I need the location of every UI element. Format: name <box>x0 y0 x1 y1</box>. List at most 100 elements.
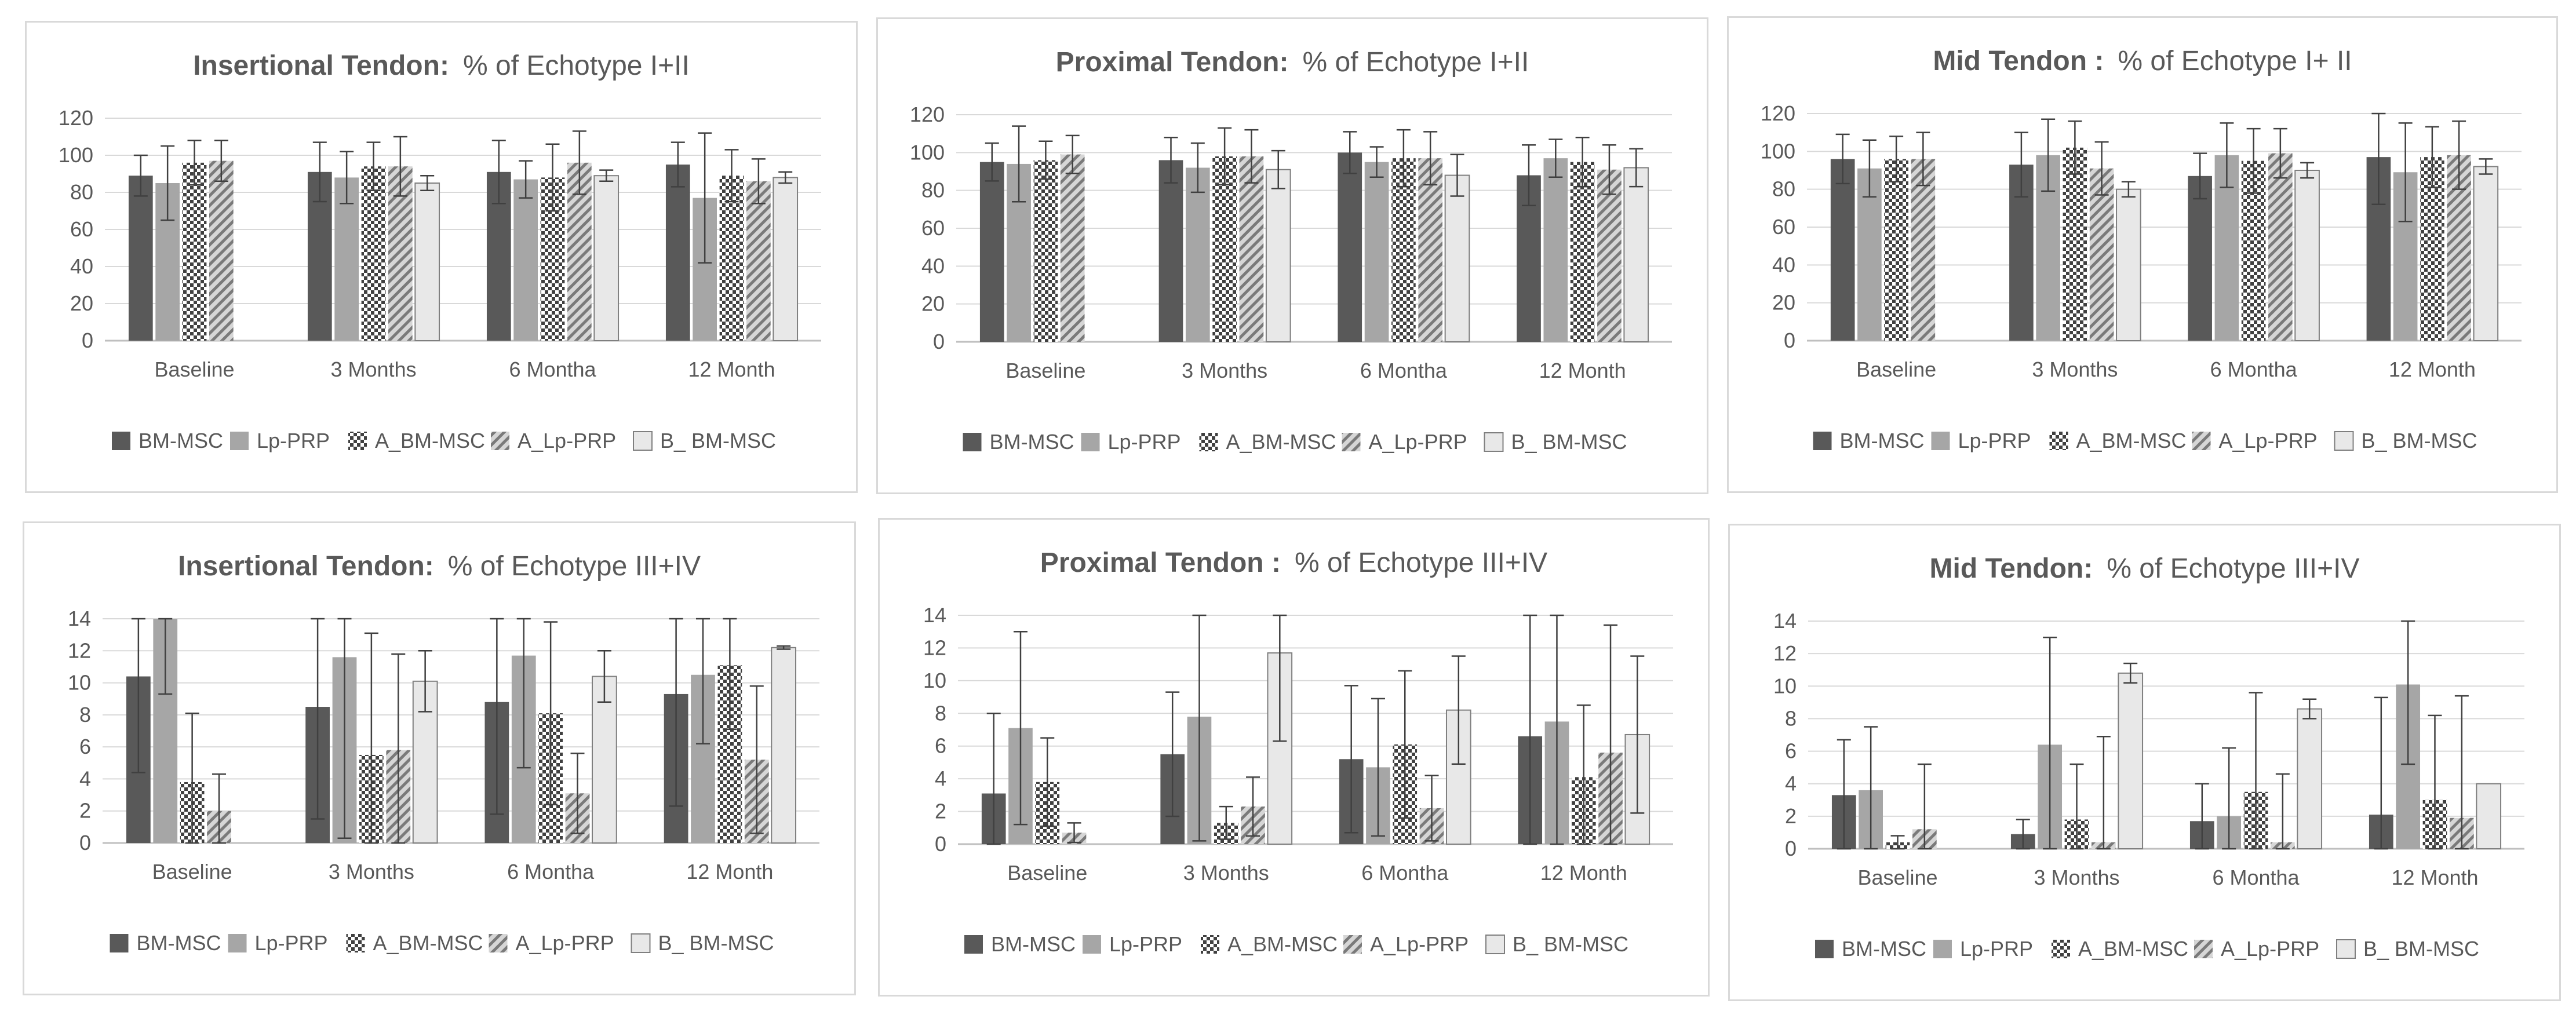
error-bar <box>2041 118 2056 192</box>
legend-swatch <box>2336 939 2356 959</box>
x-tick-label: 3 Months <box>1183 861 1269 885</box>
y-tick-label: 20 <box>70 291 93 315</box>
error-bar <box>420 174 435 192</box>
y-tick-label: 20 <box>921 292 945 316</box>
error-bar <box>671 141 685 188</box>
y-tick-label: 4 <box>79 767 91 790</box>
legend-swatch <box>489 934 508 952</box>
legend-item-a-bm-msc: A_BM-MSC <box>346 931 483 955</box>
legend-label: A_BM-MSC <box>2076 429 2187 452</box>
x-tick-label: 12 Month <box>686 860 773 884</box>
legend-item-lp-prp: Lp-PRP <box>228 931 328 955</box>
error-bar <box>1369 146 1384 178</box>
error-bar <box>1835 133 1850 185</box>
legend-label: BM-MSC <box>991 932 1076 956</box>
legend-item-bm-msc: BM-MSC <box>963 430 1074 454</box>
bar-a-lp-prp <box>1060 154 1085 342</box>
bar-bm-msc <box>1158 160 1183 342</box>
error-bar <box>545 143 560 212</box>
error-bar <box>516 618 531 769</box>
error-bar <box>1629 148 1644 188</box>
x-tick-label: 3 Months <box>1182 359 1267 382</box>
error-bar <box>1164 136 1178 184</box>
legend-label: A_BM-MSC <box>1227 932 1338 956</box>
legend-label: A_Lp-PRP <box>1370 932 1469 956</box>
error-bar <box>1602 144 1616 195</box>
y-tick-label: 100 <box>59 143 93 167</box>
error-bar <box>2249 692 2263 850</box>
error-bar <box>2371 112 2386 206</box>
bar-b-bm-msc <box>1265 169 1291 342</box>
legend-swatch <box>110 934 129 952</box>
legend-label: A_Lp-PRP <box>518 429 616 452</box>
bar-lp-prp <box>1364 162 1389 342</box>
error-bar <box>312 141 327 203</box>
y-tick-label: 100 <box>910 140 945 164</box>
y-tick-label: 60 <box>70 217 93 241</box>
legend-swatch <box>348 432 367 450</box>
bar-b-bm-msc <box>2294 170 2320 341</box>
y-tick-label: 10 <box>1773 674 1797 698</box>
legend-swatch <box>633 431 653 451</box>
bar-bm-msc <box>979 162 1004 342</box>
chart-title: Mid Tendon:% of Echotype III+IV <box>1930 553 2360 584</box>
legend-item-lp-prp: Lp-PRP <box>1083 932 1182 956</box>
y-tick-label: 10 <box>68 671 91 695</box>
x-tick-label: Baseline <box>1856 357 1936 381</box>
legend-swatch <box>1813 432 1832 450</box>
y-tick-label: 14 <box>1773 609 1797 633</box>
chart-panel-proximal-1-2: Proximal Tendon:% of Echotype I+II 0 20 40 6… <box>876 17 1708 494</box>
error-bar <box>1040 737 1055 827</box>
bar-b-bm-msc <box>593 175 620 341</box>
legend-item-lp-prp: Lp-PRP <box>1081 430 1181 454</box>
error-bar <box>2425 126 2439 188</box>
y-tick-label: 0 <box>79 831 91 855</box>
error-bar <box>133 154 148 197</box>
error-bar <box>2398 122 2413 222</box>
y-tick-label: 0 <box>935 832 946 856</box>
legend-item-a-bm-msc: A_BM-MSC <box>348 429 485 452</box>
legend-swatch <box>1083 935 1101 954</box>
error-bar <box>1890 835 1905 850</box>
error-bar <box>1165 691 1180 817</box>
legend-swatch <box>1343 935 1362 954</box>
error-bar <box>1576 704 1591 845</box>
error-bar <box>491 140 506 205</box>
legend-swatch <box>1199 433 1218 451</box>
bar-a-lp-prp <box>209 160 234 341</box>
y-tick-label: 40 <box>70 254 93 278</box>
y-tick-label: 4 <box>935 767 946 790</box>
legend-item-b-bm-msc: B_ BM-MSC <box>631 931 774 955</box>
error-bar <box>1246 776 1260 837</box>
chart-svg: Proximal Tendon :% of Echotype III+IV 0 2 4… <box>923 548 1673 956</box>
error-bar <box>187 140 202 186</box>
legend-swatch <box>2192 432 2211 450</box>
legend-swatch <box>491 432 509 450</box>
y-tick-label: 80 <box>1772 177 1795 201</box>
error-bar <box>1218 127 1232 186</box>
legend-swatch <box>2194 940 2213 958</box>
error-bar <box>1271 149 1285 189</box>
y-tick-label: 80 <box>921 178 945 202</box>
legend-item-b-bm-msc: B_ BM-MSC <box>1484 430 1627 454</box>
error-bar <box>1039 140 1053 180</box>
error-bar <box>751 158 766 205</box>
y-tick-label: 100 <box>1761 139 1795 163</box>
error-bar <box>1344 685 1358 834</box>
legend-swatch <box>1201 935 1219 954</box>
bar-a-bm-msc <box>1570 162 1595 342</box>
error-bar <box>1424 775 1439 842</box>
x-tick-label: Baseline <box>154 357 234 381</box>
chart-title: Proximal Tendon :% of Echotype III+IV <box>1040 548 1547 578</box>
legend-item-lp-prp: Lp-PRP <box>1931 429 2031 452</box>
error-bar <box>1916 132 1930 187</box>
legend-swatch <box>346 934 365 952</box>
chart-title: Proximal Tendon:% of Echotype I+II <box>1056 47 1529 78</box>
legend-label: A_BM-MSC <box>375 429 485 452</box>
error-bar <box>1450 154 1464 197</box>
bar-bm-msc <box>1338 152 1362 342</box>
error-bar <box>695 618 710 744</box>
y-tick-label: 12 <box>68 638 91 662</box>
legend-swatch <box>964 935 983 954</box>
chart-svg: Mid Tendon :% of Echotype I+ II 0 20 40 60 80… <box>1761 46 2522 452</box>
